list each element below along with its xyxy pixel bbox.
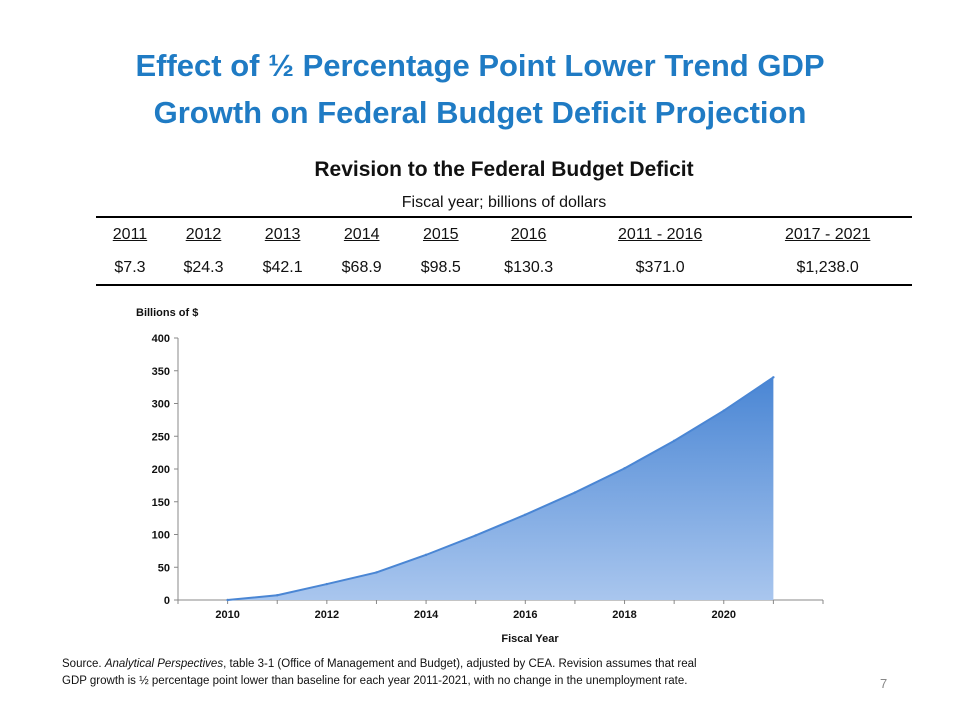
x-tick-label: 2018 xyxy=(612,609,636,621)
y-tick-label: 150 xyxy=(152,497,170,509)
y-tick-label: 300 xyxy=(152,399,170,411)
source-line2: GDP growth is ½ percentage point lower t… xyxy=(62,675,688,687)
y-tick-label: 350 xyxy=(152,366,170,378)
x-tick-label: 2010 xyxy=(215,609,239,621)
table-value-cell: $42.1 xyxy=(262,258,303,276)
y-tick-label: 0 xyxy=(164,595,170,607)
table-subtitle: Fiscal year; billions of dollars xyxy=(401,194,607,211)
table-value-cell: $68.9 xyxy=(341,258,382,276)
table-header-cell: 2011 - 2016 xyxy=(618,225,703,243)
y-tick-label: 200 xyxy=(152,464,170,476)
table-value-cell: $98.5 xyxy=(420,258,461,276)
source-line1-rest: , table 3-1 (Office of Management and Bu… xyxy=(223,658,697,670)
y-tick-label: 400 xyxy=(152,333,170,345)
table-value-row: $7.3 $24.3 $42.1 $68.9 $98.5 $130.3 $371… xyxy=(96,251,912,285)
data-point xyxy=(474,534,477,537)
data-point xyxy=(672,439,676,443)
data-point xyxy=(722,409,725,412)
data-point xyxy=(524,513,527,516)
data-point xyxy=(375,571,378,574)
x-axis-label: Fiscal Year xyxy=(501,633,559,645)
table-header-cell: 2011 xyxy=(112,225,148,243)
deficit-area xyxy=(227,377,774,600)
y-tick-label: 250 xyxy=(152,431,170,443)
table-title: Revision to the Federal Budget Deficit xyxy=(314,158,694,181)
slide-title-line2: Growth on Federal Budget Deficit Project… xyxy=(153,95,807,130)
table-value-cell: $7.3 xyxy=(114,258,146,276)
deficit-area-chart: Billions of $ Fiscal Year 0 50 100 150 200 25… xyxy=(136,307,824,645)
source-publication: Analytical Perspectives xyxy=(104,658,224,670)
data-point xyxy=(226,598,229,602)
table-value-cell: $371.0 xyxy=(635,258,685,276)
data-point xyxy=(573,491,577,494)
y-tick-label: 50 xyxy=(158,562,170,574)
table-value-cell: $24.3 xyxy=(183,258,224,276)
source-note: Source. Analytical Perspectives, table 3… xyxy=(62,656,872,690)
y-axis-label: Billions of $ xyxy=(136,307,198,319)
y-tick-label: 100 xyxy=(152,530,170,542)
data-point xyxy=(325,582,329,586)
table-header-row: 2011 2012 2013 2014 2015 2016 2011 - 201… xyxy=(96,217,912,251)
table-header-cell: 2012 xyxy=(185,225,222,243)
data-point xyxy=(772,376,775,379)
source-line1: Source. Analytical Perspectives, table 3… xyxy=(62,656,872,673)
table-header-cell: 2015 xyxy=(422,225,459,243)
source-prefix: Source. xyxy=(62,658,105,670)
data-point xyxy=(424,553,428,557)
page-number: 7 xyxy=(880,676,888,691)
x-tick-label: 2016 xyxy=(513,609,537,621)
table-value-cell: $130.3 xyxy=(504,258,554,276)
x-tick-label: 2012 xyxy=(315,609,339,621)
table-header-cell: 2013 xyxy=(264,225,301,243)
table-header-cell: 2016 xyxy=(510,225,547,243)
slide-title: Effect of ½ Percentage Point Lower Trend… xyxy=(40,42,920,136)
table-value-cell: $1,238.0 xyxy=(796,258,859,276)
table-header-cell: 2014 xyxy=(343,225,380,243)
x-tick-label: 2020 xyxy=(712,609,736,621)
data-point xyxy=(623,467,626,470)
table-header-cell: 2017 - 2021 xyxy=(784,225,871,243)
x-tick-label: 2014 xyxy=(414,609,439,621)
data-point xyxy=(276,594,279,597)
deficit-revision-table: 2011 2012 2013 2014 2015 2016 2011 - 201… xyxy=(96,216,912,286)
slide-title-line1: Effect of ½ Percentage Point Lower Trend… xyxy=(135,48,825,83)
deficit-line xyxy=(227,376,774,601)
